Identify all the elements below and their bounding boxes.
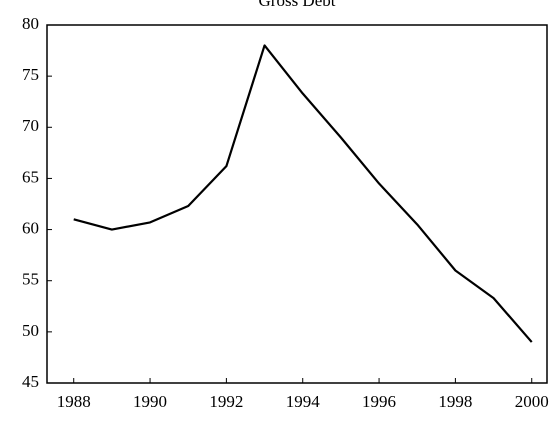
- plot-frame: [46, 24, 548, 384]
- x-tick-label: 1988: [57, 392, 91, 411]
- x-tick-label: 1992: [209, 392, 243, 411]
- x-tick-label: 1996: [362, 392, 396, 411]
- y-tick-label: 50: [22, 321, 39, 340]
- chart-title: Gross Debt: [259, 0, 336, 10]
- line: [73, 44, 533, 343]
- x-tick-label: 1990: [133, 392, 167, 411]
- x-tick-label: 1994: [286, 392, 321, 411]
- x-tick-label: 1998: [438, 392, 472, 411]
- y-tick-label: 65: [22, 167, 39, 186]
- y-tick-label: 45: [22, 372, 39, 391]
- y-tick-label: 75: [22, 65, 39, 84]
- x-tick-label: 2000: [515, 392, 549, 411]
- y-tick-label: 55: [22, 270, 39, 289]
- y-tick-label: 60: [22, 218, 39, 237]
- y-tick-label: 80: [22, 14, 39, 33]
- y-tick-label: 70: [22, 116, 39, 135]
